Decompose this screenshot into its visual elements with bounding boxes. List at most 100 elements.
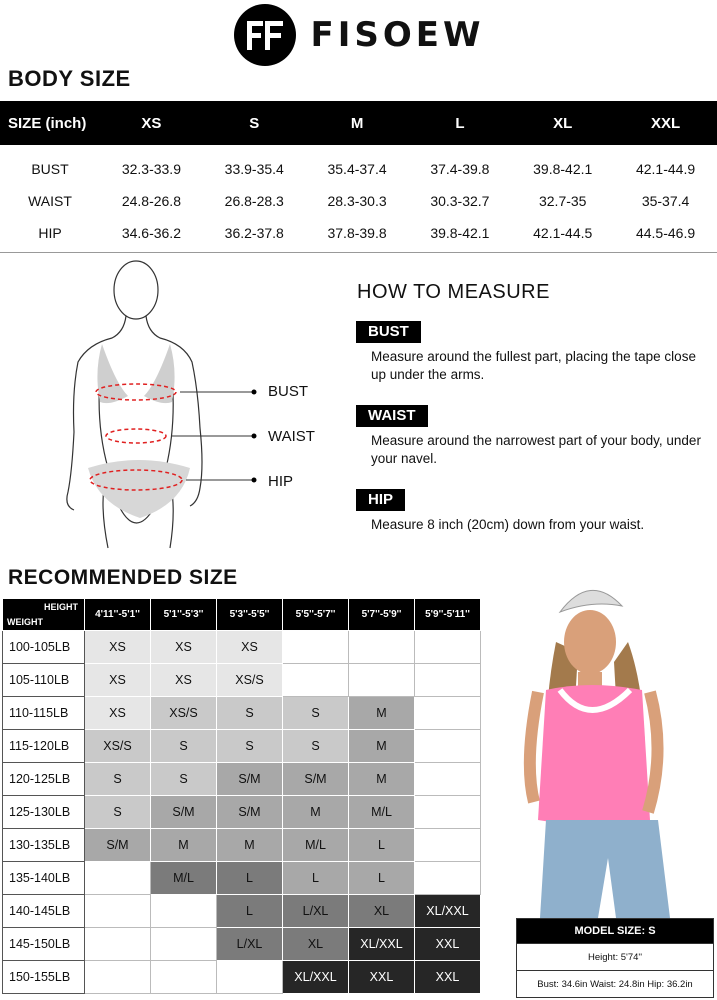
table-cell: 35-37.4 <box>641 193 690 209</box>
size-cell: M <box>348 729 415 763</box>
size-cell <box>150 927 217 961</box>
size-cell: L <box>216 861 283 895</box>
size-cell: S <box>84 795 151 829</box>
recommended-size-grid: HEIGHT WEIGHT 4'11''-5'1'' 5'1''-5'3'' 5… <box>2 598 481 994</box>
size-cell <box>414 762 481 796</box>
size-cell: M <box>348 762 415 796</box>
size-cell: XS <box>84 663 151 697</box>
size-cell: S/M <box>216 762 283 796</box>
weight-label: 135-140LB <box>2 861 85 895</box>
size-cell: S <box>282 729 349 763</box>
table-cell: 39.8-42.1 <box>533 161 593 177</box>
grid-row: 130-135LB S/M M M M/L L <box>2 828 481 862</box>
row-label: HIP <box>38 225 62 241</box>
size-cell: M <box>282 795 349 829</box>
size-cell: M <box>348 696 415 730</box>
table-cell: 32.7-35 <box>538 193 587 209</box>
height-header: 5'1''-5'3'' <box>150 598 217 631</box>
size-cell: XL/XXL <box>282 960 349 994</box>
weight-label: 125-130LB <box>2 795 85 829</box>
size-cell: XXL <box>348 960 415 994</box>
height-header: 5'7''-5'9'' <box>348 598 415 631</box>
size-cell: XS/S <box>216 663 283 697</box>
size-cell <box>348 630 415 664</box>
weight-label: 145-150LB <box>2 927 85 961</box>
figure-label-bust: BUST <box>268 383 309 400</box>
size-cell: S <box>150 729 217 763</box>
height-header: 5'5''-5'7'' <box>282 598 349 631</box>
size-cell <box>348 663 415 697</box>
weight-label: 110-115LB <box>2 696 85 730</box>
section-divider <box>0 252 717 253</box>
size-cell: L/XL <box>282 894 349 928</box>
size-cell: S <box>216 729 283 763</box>
size-cell <box>84 960 151 994</box>
table-cell: 36.2-37.8 <box>224 225 284 241</box>
weight-label: 140-145LB <box>2 894 85 928</box>
brand-name: FISOEW <box>310 15 485 55</box>
size-cell: XS/S <box>84 729 151 763</box>
weight-label: 130-135LB <box>2 828 85 862</box>
size-cell: L <box>348 861 415 895</box>
size-cell: S/M <box>216 795 283 829</box>
size-cell <box>150 960 217 994</box>
size-cell <box>414 729 481 763</box>
size-cell <box>282 663 349 697</box>
waist-description: Measure around the narrowest part of you… <box>371 433 701 466</box>
table-cell: 24.8-26.8 <box>121 193 181 209</box>
table-row: HIP 34.6-36.2 36.2-37.8 37.8-39.8 39.8-4… <box>0 217 717 249</box>
size-cell: S <box>150 762 217 796</box>
model-photo <box>516 572 714 918</box>
size-cell: XL/XXL <box>348 927 415 961</box>
table-row: BUST 32.3-33.9 33.9-35.4 35.4-37.4 37.4-… <box>0 153 717 185</box>
table-cell: 37.8-39.8 <box>327 225 387 241</box>
row-label: WAIST <box>28 193 72 209</box>
recommended-size-title: RECOMMENDED SIZE <box>8 566 238 589</box>
model-size: MODEL SIZE: S <box>517 919 713 943</box>
size-cell: XXL <box>414 927 481 961</box>
table-cell: 35.4-37.4 <box>327 161 387 177</box>
waist-tag: WAIST <box>356 405 428 427</box>
size-cell <box>84 927 151 961</box>
grid-row: 115-120LB XS/S S S S M <box>2 729 481 763</box>
brand-header: FISOEW <box>0 4 717 66</box>
model-height: Height: 5'74'' <box>517 943 713 970</box>
size-cell: XS/S <box>150 696 217 730</box>
header-cell: M <box>350 114 364 132</box>
grid-row: 150-155LB XL/XXL XXL XXL <box>2 960 481 994</box>
table-cell: 33.9-35.4 <box>224 161 284 177</box>
table-cell: 34.6-36.2 <box>121 225 181 241</box>
header-cell: SIZE (inch) <box>8 114 87 132</box>
model-info-box: MODEL SIZE: S Height: 5'74'' Bust: 34.6i… <box>516 918 714 998</box>
header-cell: S <box>249 114 260 132</box>
size-cell <box>150 894 217 928</box>
size-cell: S <box>84 762 151 796</box>
body-size-table: SIZE (inch) XS S M L XL XXL BUST 32.3-33… <box>0 101 717 249</box>
size-cell: XS <box>150 663 217 697</box>
body-size-title: BODY SIZE <box>8 66 131 91</box>
table-cell: 42.1-44.9 <box>635 161 696 177</box>
size-cell <box>414 861 481 895</box>
size-cell: L <box>282 861 349 895</box>
weight-label: 115-120LB <box>2 729 85 763</box>
grid-row: 120-125LB S S S/M S/M M <box>2 762 481 796</box>
grid-row: 125-130LB S S/M S/M M M/L <box>2 795 481 829</box>
size-cell: M <box>216 828 283 862</box>
grid-row: 105-110LB XS XS XS/S <box>2 663 481 697</box>
corner-height-label: HEIGHT <box>43 602 78 612</box>
table-cell: 28.3-30.3 <box>327 193 387 209</box>
size-cell: L/XL <box>216 927 283 961</box>
weight-label: 120-125LB <box>2 762 85 796</box>
grid-row: 135-140LB M/L L L L <box>2 861 481 895</box>
grid-corner: HEIGHT WEIGHT <box>2 598 85 631</box>
size-cell <box>216 960 283 994</box>
header-cell: XS <box>141 114 162 132</box>
size-cell: S/M <box>150 795 217 829</box>
size-cell: L <box>216 894 283 928</box>
grid-row: 145-150LB L/XL XL XL/XXL XXL <box>2 927 481 961</box>
table-cell: 32.3-33.9 <box>121 161 181 177</box>
table-cell: 26.8-28.3 <box>224 193 284 209</box>
brand-logo-icon <box>233 4 296 66</box>
size-cell: XL <box>348 894 415 928</box>
size-cell: XS <box>84 696 151 730</box>
